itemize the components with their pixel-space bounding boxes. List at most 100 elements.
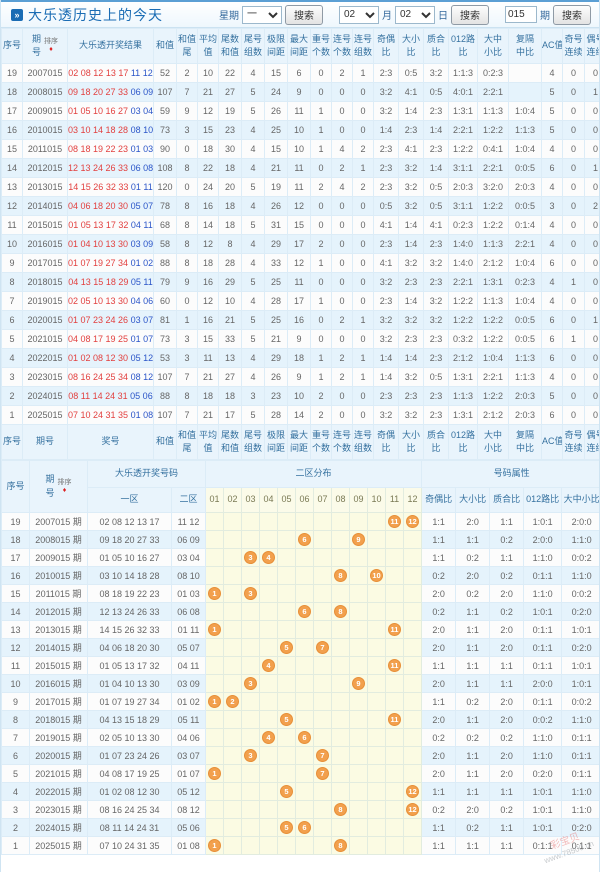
cell-pos-08: 8 [331,836,351,855]
cell-result: 03 10 14 18 28 08 10 [67,120,154,140]
col-header-limit-gap: 极限 间距 [264,28,288,64]
cell-pos-07 [313,728,333,747]
cell-tail-groups: 4 [241,158,265,178]
cell-result: 14 15 26 32 33 01 11 [67,177,154,197]
cell-odd-even-ratio: 4:1 [373,215,399,235]
cell-prime-composite-ratio: 2:0 [489,692,525,711]
cell-repeat-count: 2 [310,177,332,197]
cell-prime-composite-ratio: 0:5 [423,367,449,387]
cell-zone2: 03 07 [170,746,207,765]
col-header-consecutive-count: 连号 个数 [331,28,353,64]
cell-odd-even-ratio: 2:3 [373,139,399,159]
cell-seq: 18 [1,530,30,549]
cell-issue: 2020015 [22,310,68,330]
cell-sum-tail: 8 [176,215,198,235]
cell-issue: 2008015 [22,82,68,102]
sort-icon: ♦ [62,486,67,494]
header-row: 序号 期号 奖号 和值 和值尾平均值尾数 和值 尾号 组数 极限 间距 最大 间距 重号 个数 连号 个数 连号… [1,424,599,460]
cell-pos-06 [295,800,315,819]
cell-big-mid-small-ratio: 1:1:0 [561,566,599,585]
col-header-pos-04: 04 [259,487,279,513]
month-select[interactable]: 02 [339,5,379,24]
cell-limit-gap: 21 [264,329,288,349]
cell-issue: 2015015 [22,215,68,235]
issue-input[interactable] [505,6,537,23]
cell-pos-11 [385,674,405,693]
cell-pos-10 [367,818,387,837]
col-header-zone2: 二区 [170,487,207,513]
cell-seq: 6 [1,310,23,330]
cell-even-consecutive: 0 [584,139,599,159]
cell-repeat-count: 1 [310,253,332,273]
cell-pos-02 [223,530,243,549]
cell-zone1: 01 07 19 27 34 [87,692,172,711]
cell-pos-03 [241,512,261,531]
number-ball: 8 [334,803,348,816]
stats-row: 15 2011015 08 18 19 22 23 01 03 90 0 18 30 4 15 1… [1,139,599,159]
cell-prime-composite-ratio: 3:2 [423,253,449,273]
distribution-table-header: 序号期号排序 ♦ 大乐透开奖号码 二区分布 号码属性 一区 二区 01 02 03 04 05 06 07… [1,460,599,513]
cell-big-mid-small-ratio: 2:2:1 [477,367,509,387]
number-ball: 1 [208,839,222,852]
day-select[interactable]: 02 [395,5,435,24]
cell-seq: 10 [1,234,23,254]
cell-repeat-count: 0 [310,272,332,292]
cell-result: 08 18 19 22 23 01 03 [67,139,154,159]
group-header-distribution: 二区分布 [205,460,423,488]
cell-pos-06 [295,512,315,531]
cell-max-gap: 11 [287,158,311,178]
cell-issue: 2010015 期 [29,566,88,585]
cell-pos-01 [205,512,225,531]
cell-big-small-ratio: 0:2 [455,584,491,603]
cell-big-small-ratio: 2:0 [455,800,491,819]
sort-control[interactable]: 排序 ♦ [44,38,58,53]
day-label: 日 [438,11,448,22]
col-header-odd-even-ratio: 奇偶比 [373,28,399,64]
cell-tail-sum: 10 [218,291,242,311]
cell-odd-even-ratio: 2:0 [421,746,457,765]
cell-pos-07 [313,710,333,729]
col-header-big-small-ratio: 大小比 [455,487,491,513]
cell-road012-ratio: 1:1:0 [523,728,563,747]
week-select[interactable]: 一 [242,5,282,24]
cell-prime-composite-ratio: 2:0 [489,584,525,603]
sort-control[interactable]: 排序 ♦ [58,479,72,494]
week-search-button[interactable]: 搜索 [285,4,323,25]
cell-pos-02 [223,674,243,693]
issue-search-button[interactable]: 搜索 [553,4,591,25]
cell-pos-07: 7 [313,638,333,657]
cell-big-mid-small-ratio: 1:0:4 [477,348,509,368]
cell-repeat-count: 0 [310,215,332,235]
cell-pos-10 [367,674,387,693]
cell-road012-ratio: 1:1:3 [448,386,478,406]
cell-pos-04 [259,764,279,783]
cell-issue: 2011015 [22,139,68,159]
cell-ac-value: 4 [541,63,563,83]
cell-avg-value: 21 [197,367,219,387]
cell-big-mid-small-ratio: 1:1:3 [477,101,509,121]
cell-sum-tail: 3 [176,329,198,349]
cell-sum: 108 [153,158,177,178]
number-ball: 11 [388,623,402,636]
cell-consecutive-count: 2 [331,348,353,368]
cell-odd-consecutive: 0 [562,82,585,102]
cell-even-consecutive: 0 [584,291,599,311]
cell-issue: 2025015 期 [29,836,88,855]
number-ball: 1 [208,695,222,708]
cell-odd-even-ratio: 2:0 [421,710,457,729]
cell-pos-11 [385,818,405,837]
cell-odd-even-ratio: 2:3 [373,291,399,311]
cell-odd-even-ratio: 1:4 [373,120,399,140]
cell-pos-10 [367,728,387,747]
cell-issue: 2015015 期 [29,656,88,675]
col-header-issue: 期号排序 ♦ [22,28,68,64]
cell-consecutive-groups: 0 [352,386,374,406]
date-search-button[interactable]: 搜索 [451,4,489,25]
cell-odd-even-ratio: 0:2 [421,602,457,621]
cell-consecutive-count: 0 [331,291,353,311]
cell-big-mid-small-ratio: 0:2:0 [561,818,599,837]
cell-seq: 14 [1,602,30,621]
cell-max-gap: 16 [287,310,311,330]
cell-road012-ratio: 2:0:0 [523,674,563,693]
